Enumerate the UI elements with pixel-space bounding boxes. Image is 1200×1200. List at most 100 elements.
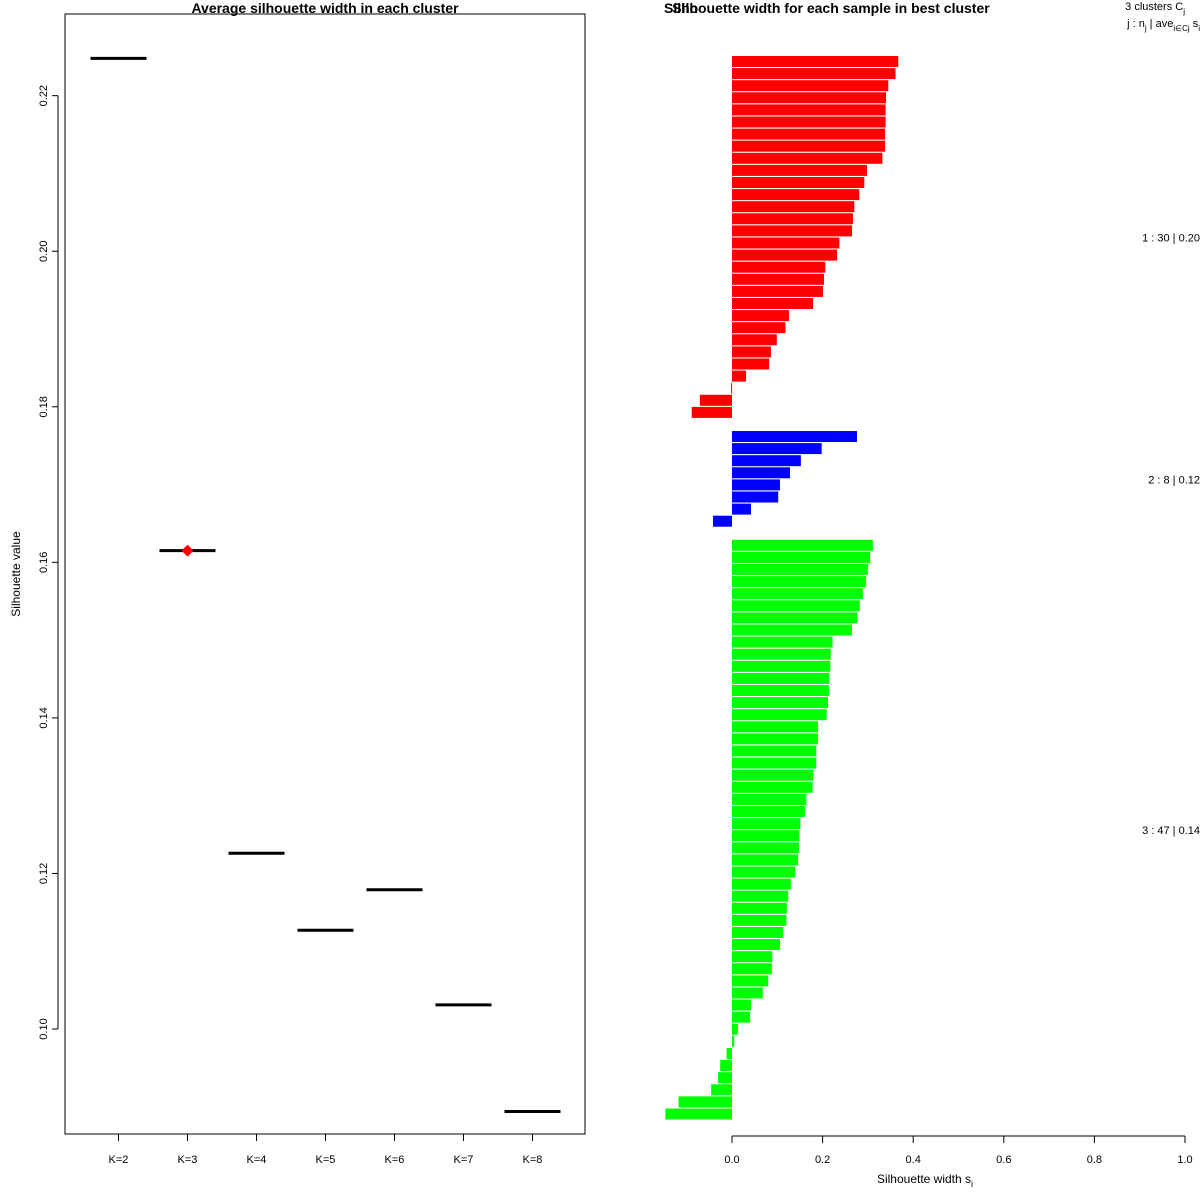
left-x-tick-label: K=3 (178, 1154, 198, 1166)
left-plot-frame (64, 13, 586, 1135)
left-y-tick-label: 0.16 (38, 552, 50, 573)
silhouette-bar (732, 672, 830, 684)
silhouette-bar (732, 273, 824, 285)
right-x-tick-label: 0.4 (906, 1154, 921, 1166)
cluster-labels: 1 : 30 | 0.20 2 : 8 | 0.12 3 : 47 | 0.14 (1142, 233, 1200, 838)
silhouette-bar (732, 479, 781, 491)
silhouette-bar (732, 346, 771, 358)
silhouette-bar (732, 225, 853, 237)
right-panel: Silho Silhouette width for each sample i… (664, 0, 1200, 1189)
silhouette-bar (732, 769, 814, 781)
left-marks (90, 56, 561, 1113)
left-x-tick-label: K=5 (316, 1154, 336, 1166)
silhouette-bar (732, 612, 858, 624)
silhouette-bar (732, 104, 886, 116)
silhouette-bar (732, 890, 789, 902)
silhouette-bar (732, 491, 779, 503)
silhouette-bar (731, 382, 733, 394)
silhouette-bar (732, 116, 886, 128)
silhouette-bar (732, 189, 860, 201)
silhouette-bar (732, 842, 800, 854)
left-y-axis: 0.10 0.12 0.14 0.16 0.18 0.20 0.22 (38, 85, 59, 1040)
left-panel: Average silhouette width in each cluster… (9, 0, 586, 1166)
right-chart-overprint: Silho (664, 0, 698, 16)
silhouette-bar (732, 927, 784, 938)
silhouette-bar (732, 455, 801, 467)
right-x-tick-label: 0.6 (996, 1154, 1011, 1166)
silhouette-bar (732, 697, 829, 709)
left-x-tick-label: K=7 (454, 1154, 474, 1166)
silhouette-bars (665, 56, 899, 1120)
silhouette-bar (691, 406, 732, 418)
left-y-axis-label: Silhouette value (9, 531, 23, 617)
silhouette-bar (732, 624, 853, 636)
silhouette-bar (732, 1035, 735, 1047)
silhouette-bar (732, 600, 860, 612)
right-x-tick-label: 1.0 (1177, 1154, 1192, 1166)
silhouette-bar (732, 443, 822, 455)
silhouette-bar (732, 975, 769, 987)
silhouette-bar (732, 177, 865, 188)
left-x-tick-label: K=4 (247, 1154, 267, 1166)
silhouette-bar (711, 1084, 732, 1096)
left-y-tick-label: 0.14 (38, 707, 50, 728)
left-y-tick-label: 0.22 (38, 85, 50, 106)
left-x-tick-label: K=8 (523, 1154, 543, 1166)
left-y-tick-label: 0.10 (38, 1018, 50, 1039)
silhouette-bar (732, 164, 867, 176)
cluster-label: 1 : 30 | 0.20 (1142, 233, 1200, 245)
silhouette-bar (732, 818, 801, 830)
silhouette-bar (732, 237, 840, 249)
right-x-tick-label: 0.0 (724, 1154, 739, 1166)
silhouette-bar (732, 334, 777, 346)
left-y-tick-label: 0.18 (38, 396, 50, 417)
silhouette-bar (732, 431, 858, 442)
silhouette-bar (732, 878, 791, 890)
silhouette-bar (732, 1023, 738, 1035)
left-y-tick-label: 0.20 (38, 241, 50, 262)
right-x-tick-label: 0.2 (815, 1154, 830, 1166)
silhouette-bar (732, 551, 871, 563)
right-chart-title: Silhouette width for each sample in best… (672, 0, 990, 16)
silhouette-bar (699, 394, 732, 406)
silhouette-bar (732, 781, 813, 793)
silhouette-bar (732, 576, 867, 588)
silhouette-bar (732, 951, 773, 963)
silhouette-bar (665, 1108, 732, 1120)
silhouette-bar (732, 939, 781, 951)
right-x-tick-label: 0.8 (1087, 1154, 1102, 1166)
silhouette-bar (732, 370, 747, 382)
cluster-header-line1: 3 clusters Cj (1125, 1, 1185, 16)
silhouette-bar (732, 830, 800, 842)
left-chart-title: Average silhouette width in each cluster (191, 0, 459, 16)
silhouette-bar (732, 636, 833, 648)
silhouette-bar (732, 128, 886, 140)
cluster-label: 3 : 47 | 0.14 (1142, 825, 1200, 837)
silhouette-bar (732, 285, 824, 297)
silhouette-bar (732, 467, 790, 479)
silhouette-bar (732, 249, 838, 261)
silhouette-bar (732, 322, 786, 334)
right-x-axis-label: Silhouette width si (877, 1172, 973, 1189)
best-k-marker (181, 544, 194, 557)
silhouette-bar (732, 721, 819, 733)
silhouette-bar (732, 80, 889, 92)
left-x-axis: K=2 K=3 K=4 K=5 K=6 K=7 K=8 (109, 1133, 543, 1166)
silhouette-bar (732, 806, 805, 817)
silhouette-bar (678, 1096, 732, 1108)
silhouette-bar (732, 854, 799, 866)
silhouette-bar (732, 685, 829, 696)
silhouette-bar (732, 358, 770, 370)
silhouette-bar (732, 902, 787, 914)
silhouette-bar (732, 648, 831, 660)
silhouette-bar (732, 733, 819, 745)
silhouette-bar (732, 987, 763, 999)
silhouette-bar (732, 999, 752, 1011)
silhouette-bar (732, 92, 887, 104)
silhouette-bar (712, 515, 732, 527)
silhouette-bar (732, 588, 863, 600)
left-x-tick-label: K=2 (109, 1154, 129, 1166)
silhouette-bar (732, 866, 796, 878)
silhouette-bar (732, 660, 831, 672)
